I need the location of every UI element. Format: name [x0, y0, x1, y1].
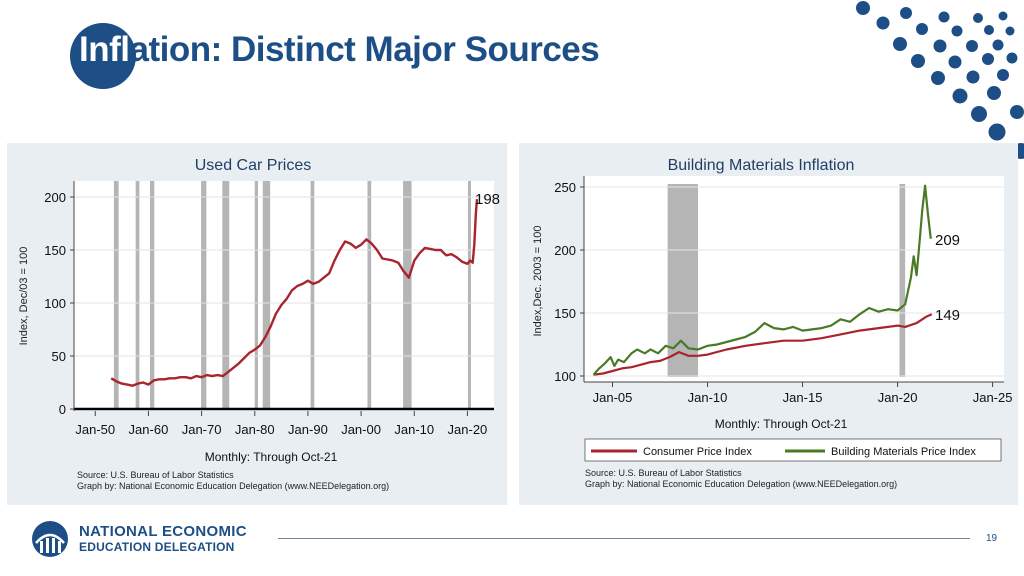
footer-divider: [278, 538, 970, 539]
x-tick-label: Jan-90: [288, 422, 328, 437]
recession-band: [403, 181, 412, 409]
recession-band: [467, 181, 471, 409]
slide-title-part1: Infl: [79, 30, 130, 69]
title-circle-accent: [70, 23, 136, 89]
end-value-label: 198: [475, 191, 500, 208]
legend-label-cpi: Consumer Price Index: [643, 446, 752, 458]
recession-band: [310, 181, 315, 409]
source-note: Source: U.S. Bureau of Labor Statistics: [585, 468, 742, 478]
plot-background: [584, 176, 1004, 382]
plot-background: [74, 181, 494, 411]
x-tick-label: Jan-15: [783, 390, 823, 405]
x-tick-label: Jan-00: [341, 422, 381, 437]
y-axis-label: Index, Dec/03 = 100: [18, 247, 30, 346]
x-tick-label: Jan-20: [448, 422, 488, 437]
y-axis-label: Index,Dec. 2003 = 100: [532, 226, 544, 337]
x-axis-label: Monthly: Through Oct-21: [205, 450, 338, 464]
slide-title: Inflation: Distinct Major Sources: [79, 30, 600, 70]
slide-title-part2: ation: Distinct Major Sources: [129, 30, 600, 69]
series-line-building-materials: [592, 184, 932, 376]
logo-line1: NATIONAL ECONOMIC: [79, 523, 247, 540]
series-line-used-car-prices: [110, 199, 479, 387]
chart-title: Used Car Prices: [195, 157, 311, 174]
logo-line2: EDUCATION DELEGATION: [79, 540, 235, 554]
recession-band: [222, 181, 230, 409]
recession-band: [150, 181, 155, 409]
recession-band: [667, 184, 699, 377]
y-tick-label: 100: [44, 296, 66, 311]
x-tick-label: Jan-10: [688, 390, 728, 405]
building-materials-chart: 100 150 200 250 Jan-05 Jan-10 Jan-15 Jan-20 Jan…: [532, 157, 1013, 489]
credit-note: Graph by: National Economic Education De…: [585, 479, 897, 489]
x-tick-label: Jan-10: [394, 422, 434, 437]
used-car-prices-chart: 0 50 100 150 200 Jan-50 Jan-60 Jan-70 Jan-80 Jan…: [18, 157, 500, 491]
chart-title: Building Materials Inflation: [668, 157, 855, 174]
recession-band: [201, 181, 207, 409]
end-value-label-cpi: 149: [935, 307, 960, 324]
y-tick-label: 150: [44, 243, 66, 258]
page-number: 19: [986, 533, 998, 544]
x-tick-label: Jan-05: [593, 390, 633, 405]
x-tick-label: Jan-50: [75, 422, 115, 437]
series-line-cpi: [593, 313, 933, 376]
x-tick-label: Jan-60: [129, 422, 169, 437]
used-car-prices-panel: 0 50 100 150 200 Jan-50 Jan-60 Jan-70 Jan-80 Jan…: [7, 143, 507, 505]
recession-band: [135, 181, 140, 409]
need-logo: NATIONAL ECONOMIC EDUCATION DELEGATION: [30, 518, 270, 560]
x-tick-label: Jan-70: [182, 422, 222, 437]
y-tick-label: 0: [59, 402, 66, 417]
y-tick-label: 100: [554, 369, 576, 384]
end-value-label-building: 209: [935, 232, 960, 249]
building-materials-panel: 100 150 200 250 Jan-05 Jan-10 Jan-15 Jan-20 Jan…: [519, 143, 1018, 505]
credit-note: Graph by: National Economic Education De…: [77, 481, 389, 491]
y-tick-label: 250: [554, 180, 576, 195]
recession-band: [262, 181, 271, 409]
y-tick-label: 50: [52, 349, 66, 364]
need-logo-icon: [32, 521, 68, 557]
recession-band: [899, 184, 906, 377]
source-note: Source: U.S. Bureau of Labor Statistics: [77, 470, 234, 480]
legend: Consumer Price Index Building Materials …: [584, 438, 1002, 462]
x-axis-label: Monthly: Through Oct-21: [715, 417, 848, 431]
recession-band: [367, 181, 372, 409]
x-tick-label: Jan-20: [878, 390, 918, 405]
y-tick-label: 200: [44, 190, 66, 205]
x-tick-label: Jan-25: [973, 390, 1013, 405]
recession-band: [113, 181, 119, 409]
legend-label-building: Building Materials Price Index: [831, 446, 976, 458]
y-tick-label: 200: [554, 243, 576, 258]
recession-band: [254, 181, 258, 409]
y-tick-label: 150: [554, 306, 576, 321]
x-tick-label: Jan-80: [235, 422, 275, 437]
